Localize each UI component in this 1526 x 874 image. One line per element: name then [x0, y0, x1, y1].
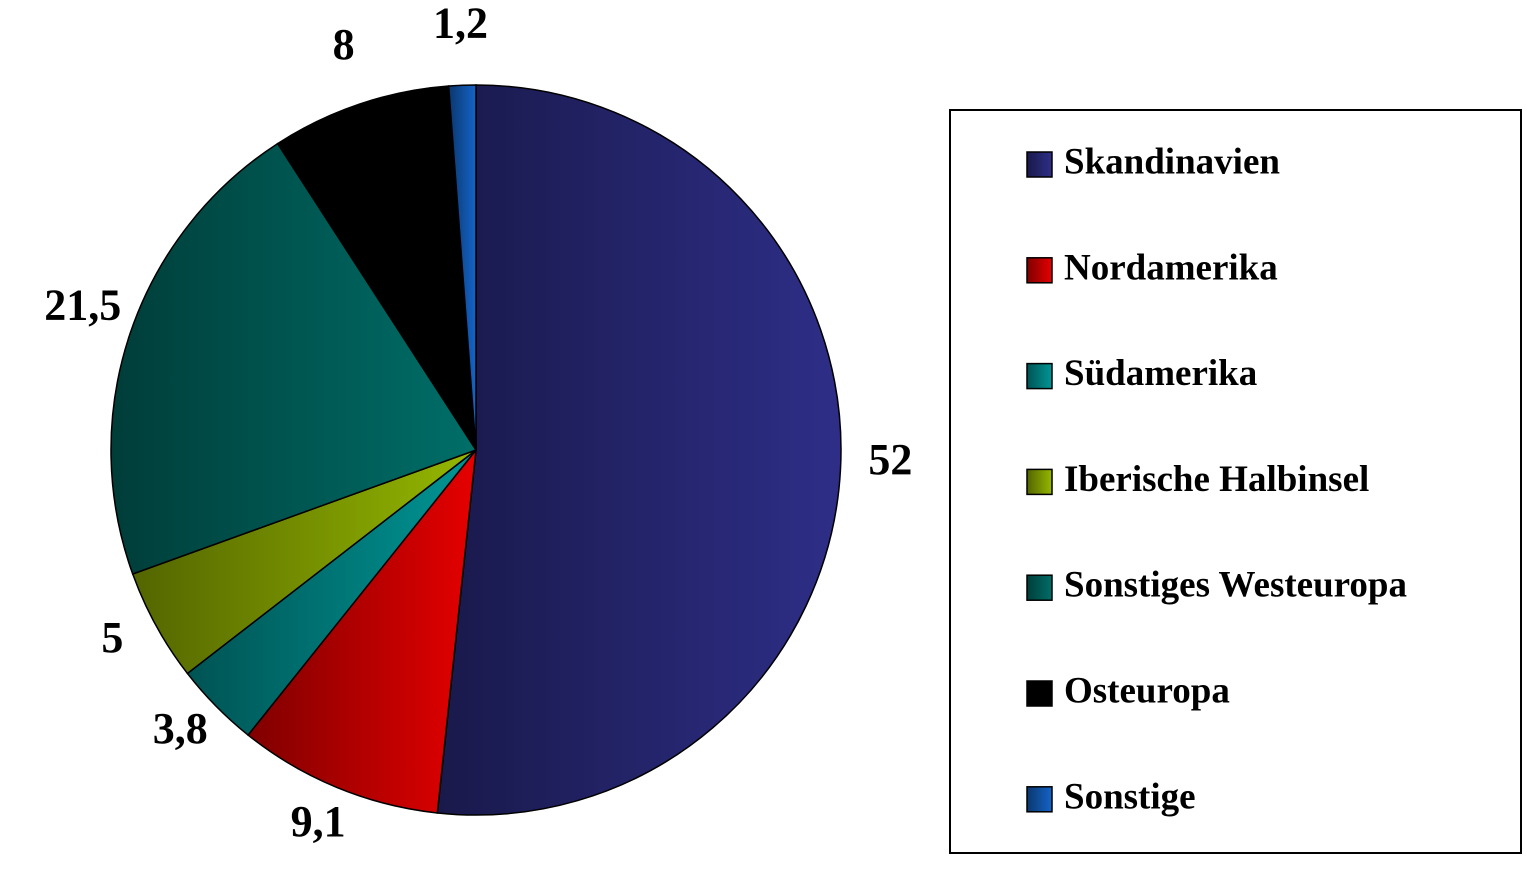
- legend-swatch: [1026, 468, 1053, 496]
- data-label: 52: [868, 435, 912, 484]
- pie-slice: [276, 85, 477, 451]
- legend-label: Iberische Halbinsel: [1064, 459, 1369, 500]
- pie-slice: [110, 142, 478, 575]
- data-label: 21,5: [44, 281, 121, 330]
- data-label: 1,2: [433, 0, 488, 47]
- legend-label: Sonstige: [1064, 776, 1196, 817]
- legend-label: Skandinavien: [1064, 141, 1280, 182]
- legend-swatch: [1026, 362, 1053, 390]
- legend-swatch: [1026, 151, 1053, 178]
- pie-slice: [246, 447, 478, 814]
- data-label: 9,1: [291, 797, 346, 846]
- data-label: 3,8: [153, 704, 208, 753]
- data-label: 5: [101, 613, 123, 662]
- legend-label: Nordamerika: [1064, 247, 1278, 288]
- legend-swatch: [1026, 786, 1053, 813]
- legend-label: Osteuropa: [1064, 670, 1230, 711]
- pie-slice: [436, 84, 842, 816]
- legend-label: Sonstiges Westeuropa: [1064, 565, 1407, 606]
- data-label: 8: [333, 20, 355, 69]
- legend-swatch: [1026, 680, 1053, 707]
- pie-slice: [447, 84, 477, 451]
- legend-swatch: [1026, 574, 1053, 601]
- legend-label: Südamerika: [1064, 353, 1257, 394]
- legend-swatch: [1026, 257, 1053, 284]
